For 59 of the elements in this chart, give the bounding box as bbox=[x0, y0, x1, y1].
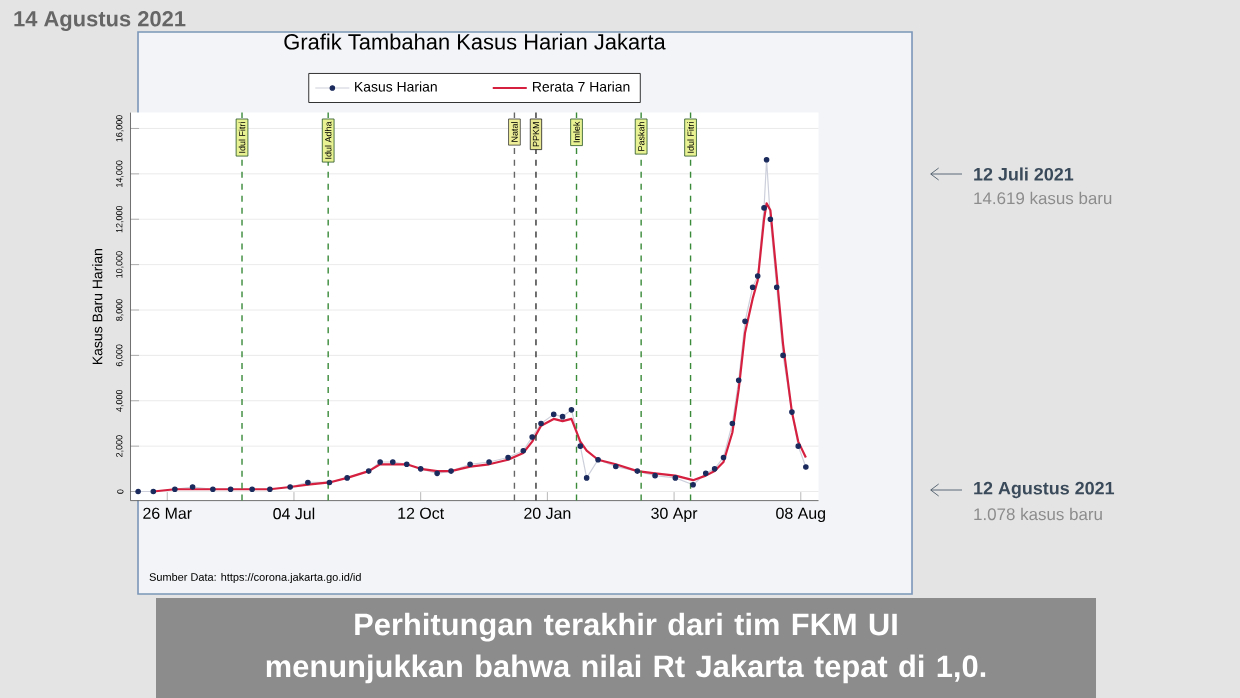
point bbox=[390, 459, 396, 465]
point bbox=[550, 411, 557, 418]
point bbox=[249, 486, 255, 493]
point bbox=[672, 475, 679, 481]
text: 1.078 kasus baru bbox=[974, 507, 1102, 521]
chart-title: Grafik Tambahan Kasus Harian Jakarta bbox=[284, 33, 666, 50]
point bbox=[720, 454, 727, 461]
point bbox=[486, 459, 492, 465]
point bbox=[568, 407, 575, 413]
point bbox=[780, 352, 786, 359]
point bbox=[403, 461, 410, 468]
point bbox=[227, 486, 234, 493]
point bbox=[344, 475, 350, 481]
point bbox=[135, 488, 141, 495]
point bbox=[795, 443, 802, 449]
point bbox=[538, 420, 544, 427]
point bbox=[729, 420, 736, 427]
point bbox=[505, 454, 511, 461]
point bbox=[690, 481, 696, 488]
point bbox=[287, 484, 293, 490]
point bbox=[577, 443, 584, 449]
text: 14 Agustus 2021 bbox=[14, 11, 186, 31]
point bbox=[652, 472, 658, 479]
point bbox=[305, 479, 311, 486]
text: 12 Agustus 2021 bbox=[974, 481, 1115, 499]
point bbox=[754, 273, 761, 279]
point bbox=[773, 284, 780, 291]
point bbox=[803, 464, 809, 470]
point bbox=[749, 284, 756, 291]
point bbox=[742, 318, 748, 325]
point bbox=[417, 466, 424, 472]
point bbox=[467, 461, 473, 468]
point bbox=[789, 409, 795, 415]
point bbox=[267, 486, 273, 493]
point bbox=[761, 205, 767, 211]
point bbox=[613, 463, 619, 470]
point bbox=[448, 468, 454, 474]
point bbox=[365, 468, 372, 474]
text: 12 Juli 2021 bbox=[974, 167, 1074, 181]
point bbox=[377, 459, 383, 465]
text: Perhitungan terakhir dari tim FKM UI menunjukkan bahwa nilai Rt Jakarta tepat di 1,0. bbox=[266, 612, 986, 684]
point bbox=[520, 447, 527, 454]
point bbox=[702, 470, 709, 477]
point bbox=[763, 157, 770, 163]
point bbox=[189, 484, 196, 490]
text: 14.619 kasus baru bbox=[974, 191, 1112, 205]
point bbox=[326, 479, 333, 486]
point bbox=[172, 486, 178, 493]
point bbox=[559, 413, 566, 420]
point bbox=[434, 470, 440, 477]
point bbox=[735, 377, 742, 384]
point bbox=[150, 488, 157, 495]
point bbox=[595, 456, 601, 463]
point bbox=[583, 475, 590, 481]
point bbox=[529, 434, 535, 440]
point bbox=[210, 486, 216, 493]
point bbox=[634, 468, 641, 474]
point bbox=[711, 466, 718, 472]
point bbox=[767, 216, 774, 223]
